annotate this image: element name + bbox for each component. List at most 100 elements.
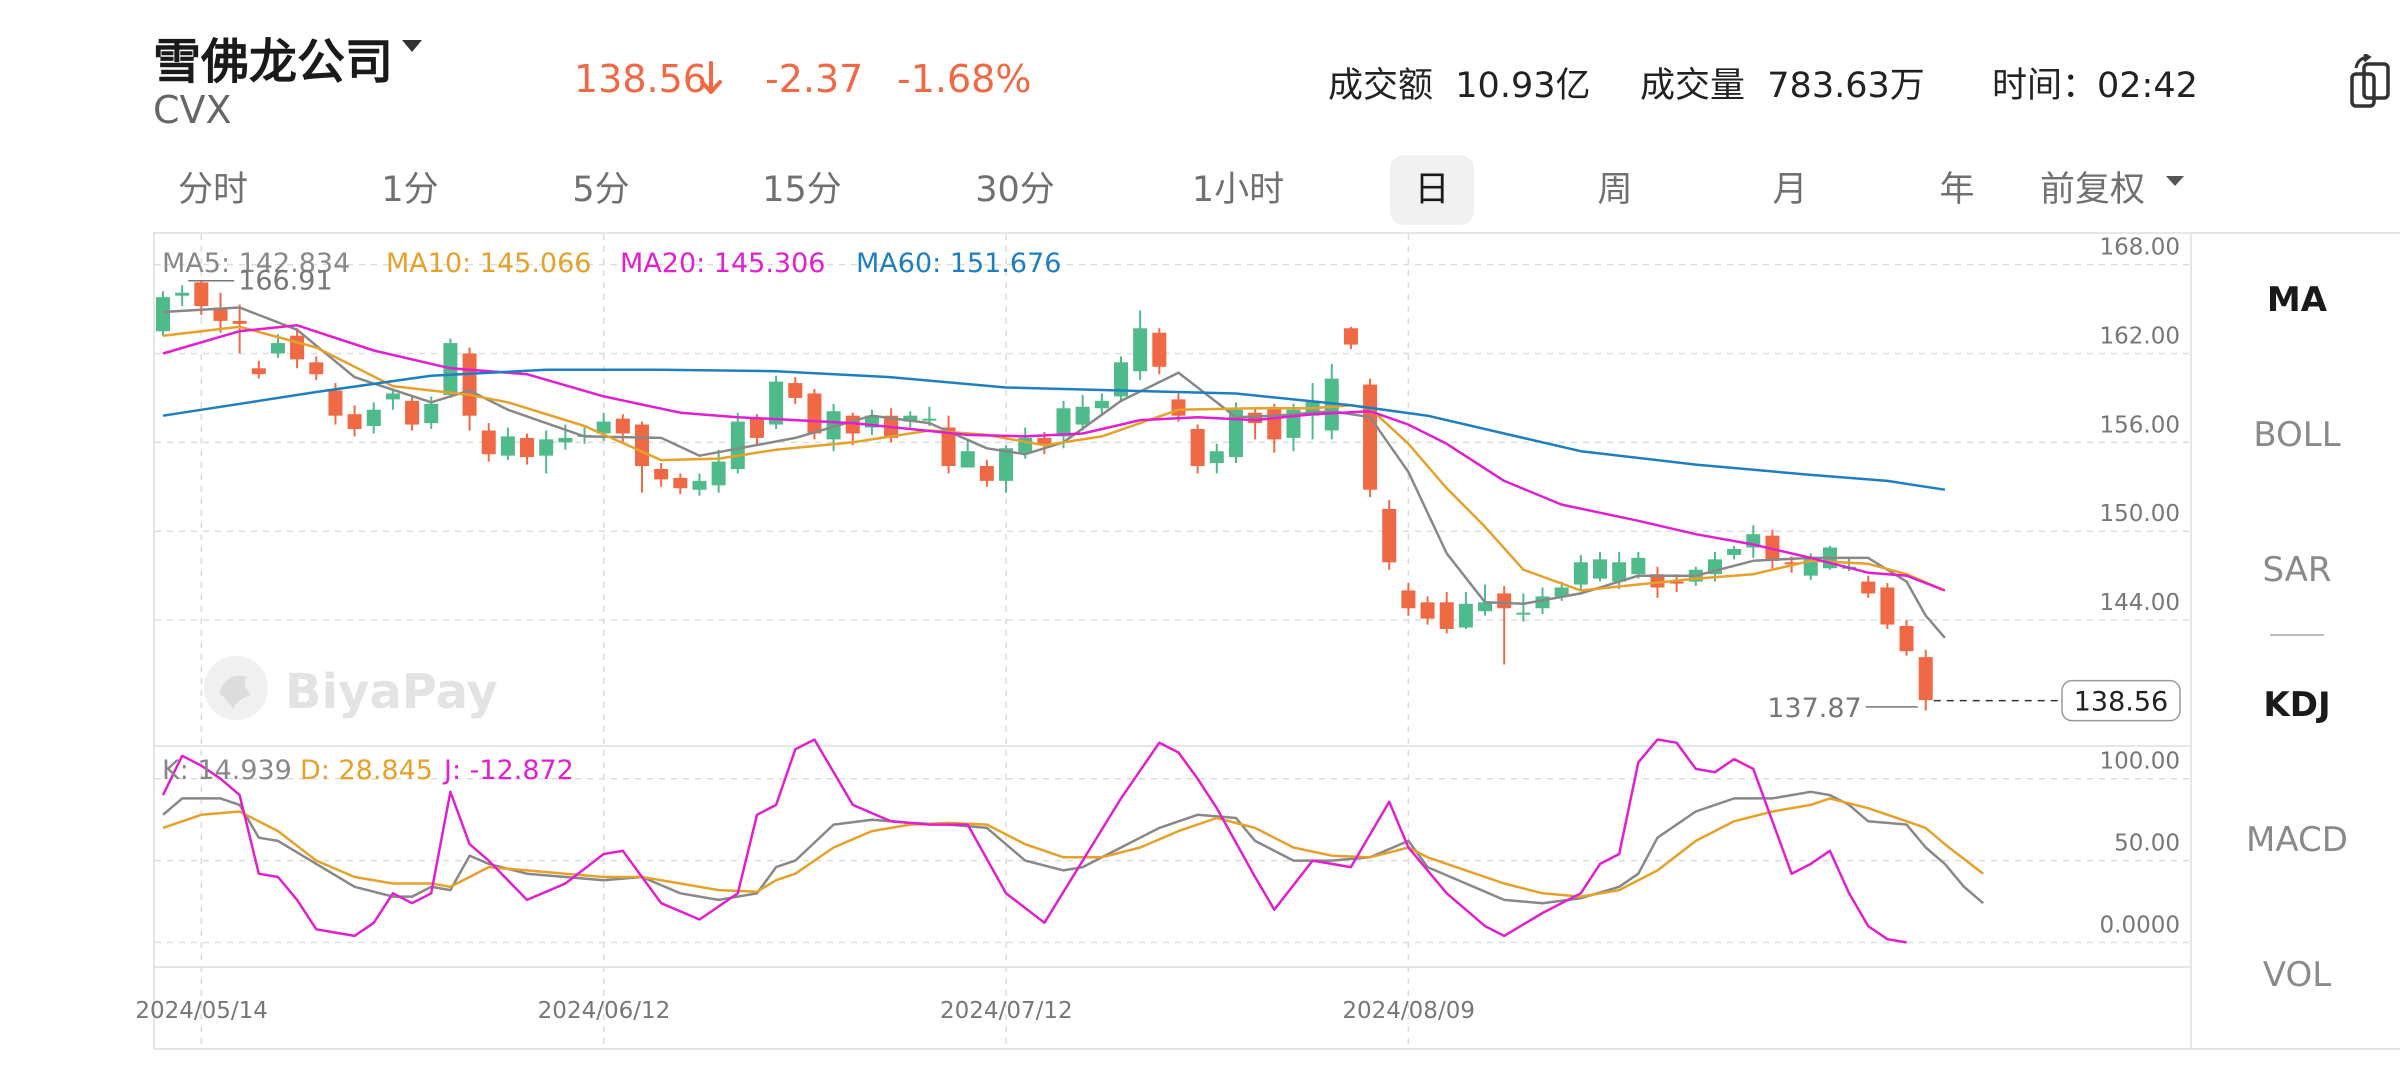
candle-body[interactable] — [673, 477, 688, 489]
candle-body[interactable] — [156, 297, 170, 332]
indicator-kdj[interactable]: KDJ — [2263, 685, 2331, 725]
candle-body[interactable] — [960, 451, 975, 468]
candle-body[interactable] — [979, 466, 994, 481]
candle-body[interactable] — [1343, 328, 1358, 345]
stock-name[interactable]: 雪佛龙公司 — [153, 34, 394, 90]
candle-body[interactable] — [328, 390, 343, 416]
candle-body[interactable] — [1573, 562, 1588, 585]
candle-body[interactable] — [1784, 562, 1799, 565]
candle-body[interactable] — [1267, 408, 1282, 440]
candle-body[interactable] — [1420, 602, 1435, 619]
candle-body[interactable] — [1631, 557, 1646, 575]
candle-body[interactable] — [290, 335, 305, 360]
candle-body[interactable] — [309, 362, 324, 375]
candle-body[interactable] — [1209, 451, 1224, 464]
candle-body[interactable] — [481, 430, 496, 455]
candle-body[interactable] — [1535, 596, 1550, 609]
candle-body[interactable] — [1516, 612, 1531, 615]
candle-body[interactable] — [941, 427, 956, 467]
candle-body[interactable] — [903, 415, 918, 422]
candle-body[interactable] — [1727, 548, 1742, 555]
candle-body[interactable] — [1171, 399, 1186, 416]
candle-body[interactable] — [1554, 587, 1569, 597]
candle-body[interactable] — [864, 415, 879, 428]
candle-body[interactable] — [424, 403, 439, 424]
candle-body[interactable] — [1114, 362, 1128, 397]
candle-body[interactable] — [596, 421, 611, 434]
tab-period[interactable]: 30分 — [975, 170, 1055, 210]
candle-body[interactable] — [635, 424, 649, 467]
candle-body[interactable] — [1880, 587, 1895, 625]
candle-body[interactable] — [1899, 626, 1914, 652]
indicator-macd[interactable]: MACD — [2246, 820, 2348, 860]
tab-period[interactable]: 1分 — [381, 170, 439, 210]
candle-body[interactable] — [500, 436, 515, 456]
tab-period[interactable]: 15分 — [762, 170, 842, 210]
indicator-boll[interactable]: BOLL — [2253, 415, 2341, 455]
candle-body[interactable] — [922, 418, 937, 421]
candle-body[interactable] — [385, 393, 400, 400]
candle-body[interactable] — [692, 480, 707, 490]
tab-period[interactable]: 5分 — [572, 170, 630, 210]
candle-body[interactable] — [654, 469, 669, 480]
candle-body[interactable] — [1248, 412, 1263, 424]
candle-body[interactable] — [1612, 562, 1627, 582]
candle-body[interactable] — [366, 409, 381, 427]
candle-body[interactable] — [769, 381, 784, 425]
candle-body[interactable] — [520, 437, 535, 458]
candle-body[interactable] — [1593, 559, 1607, 579]
candle-body[interactable] — [1861, 581, 1876, 594]
candle-body[interactable] — [1439, 602, 1454, 629]
caret-down-icon[interactable] — [400, 38, 424, 58]
candle-body[interactable] — [251, 368, 266, 375]
candlestick-chart[interactable]: BiyaPay 168.00 162.00 156.00 150.00 144.00 10… — [0, 0, 2190, 1080]
candle-body[interactable] — [1075, 406, 1090, 425]
candle-body[interactable] — [1401, 590, 1416, 609]
candle-body[interactable] — [711, 461, 726, 486]
tab-period[interactable]: 周 — [1597, 170, 1633, 210]
candle-body[interactable] — [749, 418, 764, 438]
candle-body[interactable] — [826, 411, 841, 440]
candle-body[interactable] — [999, 448, 1014, 481]
candle-body[interactable] — [1363, 384, 1378, 490]
tab-period[interactable]: 1小时 — [1191, 170, 1285, 210]
candle-body[interactable] — [1152, 332, 1167, 367]
candle-body[interactable] — [1478, 602, 1493, 612]
indicator-ma[interactable]: MA — [2266, 280, 2328, 320]
candle-body[interactable] — [1228, 409, 1243, 458]
candle-body[interactable] — [1056, 408, 1071, 437]
candle-body[interactable] — [1133, 328, 1148, 372]
candle-body[interactable] — [270, 343, 285, 354]
candle-body[interactable] — [1037, 437, 1052, 446]
candle-body[interactable] — [405, 400, 420, 425]
indicator-vol[interactable]: VOL — [2262, 955, 2332, 995]
candle-body[interactable] — [1458, 603, 1473, 628]
candle-body[interactable] — [194, 282, 209, 307]
tab-period[interactable]: 分时 — [177, 170, 248, 210]
candle-body[interactable] — [213, 307, 228, 321]
candle-body[interactable] — [232, 320, 247, 324]
candle-body[interactable] — [175, 292, 190, 296]
caret-down-icon[interactable] — [2164, 173, 2186, 192]
candle-body[interactable] — [462, 353, 477, 416]
tab-period[interactable]: 月 — [1772, 170, 1808, 210]
candle-body[interactable] — [558, 437, 573, 443]
candle-body[interactable] — [1918, 657, 1933, 701]
tab-period[interactable]: 日 — [1390, 155, 1474, 225]
adjust-dropdown[interactable]: 前复权 — [2040, 170, 2146, 210]
candle-body[interactable] — [1497, 593, 1512, 609]
indicator-sar[interactable]: SAR — [2262, 550, 2332, 590]
candle-body[interactable] — [807, 393, 822, 434]
candle-body[interactable] — [788, 383, 803, 398]
candle-body[interactable] — [1669, 581, 1684, 584]
candle-body[interactable] — [615, 418, 630, 434]
candle-body[interactable] — [1382, 508, 1397, 563]
candle-body[interactable] — [1094, 400, 1109, 409]
candle-body[interactable] — [1190, 429, 1205, 467]
candle-body[interactable] — [539, 439, 554, 456]
candle-body[interactable] — [347, 414, 362, 430]
candle-body[interactable] — [730, 421, 745, 470]
rotate-screen-icon[interactable] — [2348, 52, 2396, 114]
tab-period[interactable]: 年 — [1939, 170, 1975, 210]
candle-body[interactable] — [1650, 574, 1665, 588]
